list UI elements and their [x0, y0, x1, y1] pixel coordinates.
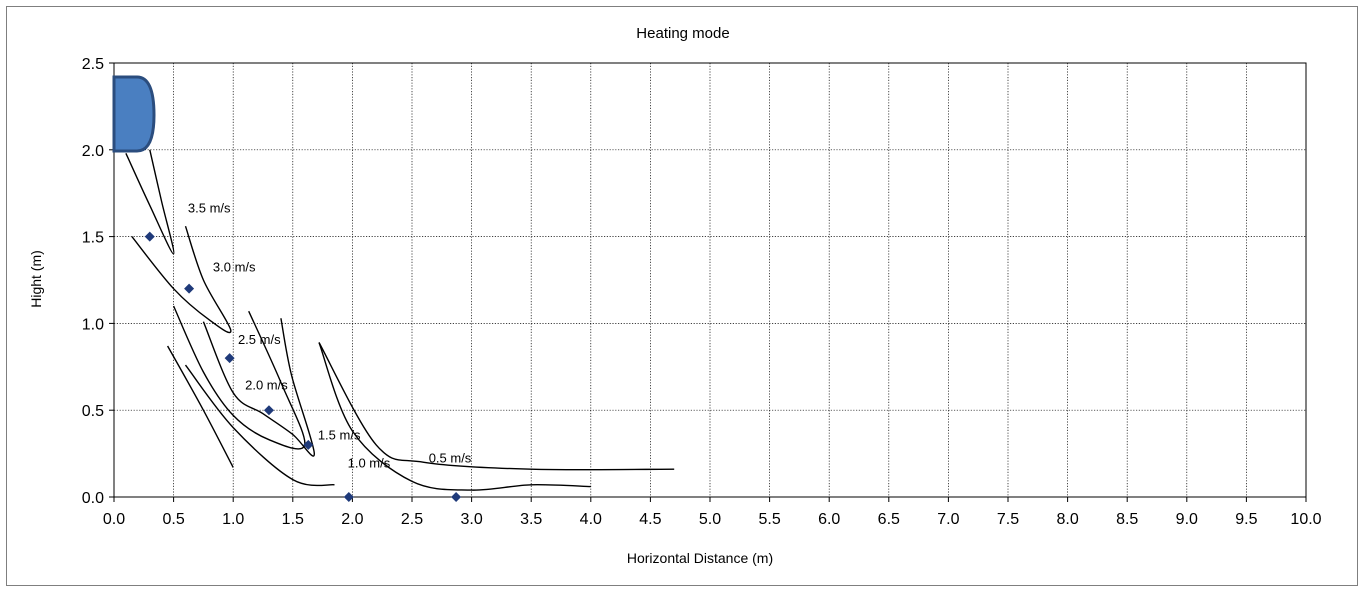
x-tick-label: 5.5 — [758, 511, 780, 528]
x-tick-label: 3.0 — [460, 511, 482, 528]
data-points — [144, 231, 462, 502]
y-tick-label: 0.5 — [82, 403, 104, 420]
x-tick-label: 0.5 — [162, 511, 184, 528]
chart-frame: Heating mode Horizontal Distance (m) Hig… — [6, 6, 1358, 586]
x-tick-label: 8.0 — [1056, 511, 1078, 528]
x-tick-label: 5.0 — [699, 511, 721, 528]
x-tick-label: 1.0 — [222, 511, 244, 528]
contour-label: 1.5 m/s — [318, 428, 361, 443]
y-tick-label: 2.0 — [82, 143, 104, 160]
contour-label: 2.5 m/s — [238, 332, 281, 347]
contour-curve-8 — [318, 342, 675, 471]
data-point — [343, 492, 354, 502]
x-tick-label: 10.0 — [1290, 511, 1321, 528]
y-tick-label: 2.5 — [82, 56, 104, 73]
data-point — [263, 405, 274, 416]
x-tick-label: 0.0 — [103, 511, 125, 528]
chart-svg: Heating mode Horizontal Distance (m) Hig… — [28, 25, 1322, 566]
x-tick-label: 7.0 — [937, 511, 959, 528]
data-point — [224, 353, 235, 364]
x-tick-label: 8.5 — [1116, 511, 1138, 528]
contour-curve-5 — [166, 345, 234, 468]
x-tick-label: 9.5 — [1235, 511, 1257, 528]
x-tick-label: 1.5 — [282, 511, 304, 528]
contour-curve-6 — [184, 364, 335, 487]
x-tick-label: 9.0 — [1176, 511, 1198, 528]
x-axis-title: Horizontal Distance (m) — [627, 550, 773, 566]
velocity-contours — [125, 149, 675, 491]
x-tick-label: 6.5 — [878, 511, 900, 528]
contour-label: 2.0 m/s — [245, 377, 288, 392]
x-tick-label: 3.5 — [520, 511, 542, 528]
x-tick-label: 7.5 — [997, 511, 1019, 528]
contour-curve-1 — [125, 149, 175, 255]
y-tick-label: 1.5 — [82, 230, 104, 247]
contour-curve-2 — [131, 225, 232, 334]
contour-label: 3.0 m/s — [213, 259, 256, 274]
x-tick-label: 2.5 — [401, 511, 423, 528]
y-tick-label: 0.0 — [82, 490, 104, 507]
contour-label: 1.0 m/s — [348, 455, 391, 470]
x-tick-label: 2.0 — [341, 511, 363, 528]
chart-title: Heating mode — [636, 25, 729, 42]
contour-curve-4 — [202, 318, 316, 457]
data-point — [144, 231, 155, 242]
contour-curve-7 — [318, 342, 591, 491]
indoor-unit-icon — [112, 75, 156, 153]
y-tick-label: 1.0 — [82, 316, 104, 333]
data-point — [303, 439, 314, 450]
contour-label: 0.5 m/s — [429, 450, 472, 465]
velocity-labels: 3.5 m/s 3.0 m/s 2.5 m/s 2.0 m/s 1.5 m/s 1.0 m… — [188, 200, 472, 470]
data-point — [451, 492, 462, 502]
x-tick-label: 4.0 — [580, 511, 602, 528]
contour-label: 3.5 m/s — [188, 200, 231, 215]
grid-layer — [114, 63, 1306, 497]
tick-layer: 0.0 0.5 1.0 1.5 2.0 2.5 3.0 3.5 4.0 4.5 5.0 5.5 6.0 6… — [82, 56, 1322, 528]
data-point — [184, 283, 195, 294]
x-tick-label: 4.5 — [639, 511, 661, 528]
contour-curve-3 — [172, 305, 306, 450]
x-tick-label: 6.0 — [818, 511, 840, 528]
y-axis-title: Hight (m) — [28, 250, 44, 308]
